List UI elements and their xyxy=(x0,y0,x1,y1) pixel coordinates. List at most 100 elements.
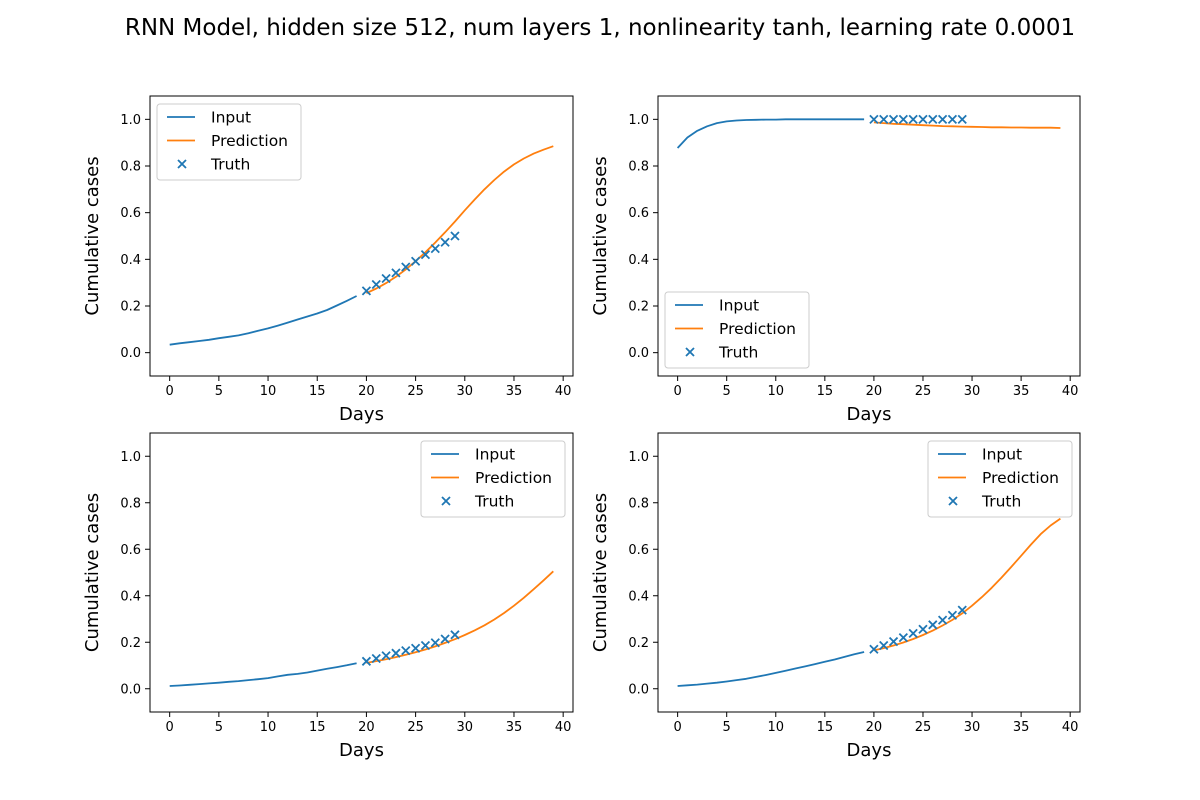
x-tick-label: 30 xyxy=(964,384,981,399)
y-tick-label: 0.8 xyxy=(120,160,141,175)
truth-marker xyxy=(391,268,401,278)
x-tick-label: 25 xyxy=(407,720,424,735)
y-tick-label: 1.0 xyxy=(628,450,649,465)
truth-marker xyxy=(879,114,889,124)
x-tick-label: 10 xyxy=(260,720,277,735)
y-tick-label: 0.2 xyxy=(120,636,141,651)
truth-marker xyxy=(361,656,372,666)
x-tick-label: 25 xyxy=(915,384,932,399)
x-tick-label: 40 xyxy=(555,384,572,399)
y-tick-label: 0.4 xyxy=(120,253,141,268)
input-line xyxy=(677,651,865,687)
truth-marker xyxy=(410,256,421,266)
y-tick-label: 0.0 xyxy=(120,682,141,697)
y-axis-label: Cumulative cases xyxy=(590,156,611,315)
y-axis-label: Cumulative cases xyxy=(590,493,611,652)
y-tick-label: 0.8 xyxy=(120,496,141,511)
truth-marker xyxy=(420,250,431,260)
x-tick-label: 15 xyxy=(309,720,326,735)
subplot-bottom-left: 0 5 10 15 20 25 30 35 40 0.0 0.2 0.4 0.6 0.8 1.0 Days Cu… xyxy=(82,432,574,761)
truth-marker xyxy=(869,114,879,124)
x-tick-label: 0 xyxy=(166,384,174,399)
input-line xyxy=(676,118,865,149)
x-tick-label: 10 xyxy=(260,384,277,399)
prediction-line xyxy=(873,121,1061,129)
truth-marker xyxy=(440,634,450,644)
legend-truth-marker xyxy=(948,496,958,506)
legend: Input Prediction Truth xyxy=(156,103,302,181)
y-tick-label: 0.6 xyxy=(628,206,649,221)
legend-input-label: Input xyxy=(475,446,515,464)
x-tick-label: 40 xyxy=(1062,384,1079,399)
legend-prediction-label: Prediction xyxy=(719,320,796,338)
x-axis-label: Days xyxy=(339,740,384,761)
y-tick-label: 0.4 xyxy=(628,589,649,604)
legend-truth-label: Truth xyxy=(210,156,250,174)
truth-marker xyxy=(937,615,948,625)
x-tick-label: 20 xyxy=(866,720,883,735)
y-tick-label: 0.2 xyxy=(628,300,649,315)
truth-marker xyxy=(957,605,967,615)
x-tick-label: 0 xyxy=(673,384,681,399)
input-line xyxy=(169,295,357,346)
x-tick-label: 0 xyxy=(166,720,174,735)
y-tick-label: 0.2 xyxy=(120,300,141,315)
x-tick-label: 15 xyxy=(309,384,326,399)
truth-marker xyxy=(401,645,411,656)
x-tick-label: 15 xyxy=(817,384,834,399)
legend-truth-label: Truth xyxy=(718,344,758,362)
truth-marker xyxy=(401,262,411,272)
truth-marker xyxy=(879,640,889,651)
y-tick-label: 0.0 xyxy=(120,346,141,361)
truth-marker xyxy=(937,114,948,124)
x-tick-label: 20 xyxy=(358,384,375,399)
y-tick-label: 0.4 xyxy=(628,253,649,268)
truth-marker xyxy=(420,640,431,651)
truth-marker xyxy=(440,237,450,247)
y-tick-label: 0.2 xyxy=(628,636,649,651)
legend-input-label: Input xyxy=(719,297,759,315)
y-tick-label: 0.6 xyxy=(120,206,141,221)
x-tick-label: 30 xyxy=(457,384,474,399)
x-tick-label: 20 xyxy=(358,720,375,735)
axes-frame xyxy=(149,95,574,377)
y-tick-label: 0.6 xyxy=(120,543,141,558)
truth-marker xyxy=(361,286,372,296)
x-tick-label: 5 xyxy=(215,720,223,735)
x-tick-label: 0 xyxy=(673,720,681,735)
truth-marker xyxy=(430,638,440,648)
truth-marker xyxy=(947,610,958,620)
legend-box xyxy=(420,440,566,518)
truth-marker xyxy=(450,231,460,241)
legend-truth-marker xyxy=(441,496,451,506)
x-tick-label: 30 xyxy=(964,720,981,735)
truth-marker xyxy=(371,653,381,664)
y-tick-label: 0.6 xyxy=(628,543,649,558)
x-tick-label: 25 xyxy=(407,384,424,399)
y-axis-label: Cumulative cases xyxy=(82,493,103,652)
truth-marker xyxy=(430,243,440,254)
y-tick-label: 1.0 xyxy=(120,450,141,465)
y-tick-label: 1.0 xyxy=(628,113,649,128)
truth-marker xyxy=(381,651,391,661)
axes-frame xyxy=(657,432,1081,713)
truth-marker xyxy=(869,644,879,654)
y-tick-label: 0.8 xyxy=(628,160,649,175)
legend-prediction-label: Prediction xyxy=(475,469,552,487)
x-tick-label: 35 xyxy=(506,720,523,735)
x-tick-label: 5 xyxy=(215,384,223,399)
legend: Input Prediction Truth xyxy=(664,291,810,369)
subplot-top-right: 0 5 10 15 20 25 30 35 40 0.0 0.2 0.4 0.6 0.8 1.0 Days Cu… xyxy=(590,95,1081,425)
x-tick-label: 10 xyxy=(767,384,784,399)
input-line xyxy=(169,662,357,687)
x-tick-label: 35 xyxy=(1013,720,1030,735)
x-tick-label: 40 xyxy=(555,720,572,735)
truth-marker xyxy=(450,630,460,640)
x-axis-label: Days xyxy=(339,404,384,425)
x-tick-label: 35 xyxy=(1013,384,1030,399)
y-tick-label: 0.0 xyxy=(628,346,649,361)
legend-box xyxy=(927,440,1073,518)
legend-box xyxy=(664,291,810,369)
x-tick-label: 30 xyxy=(457,720,474,735)
x-tick-label: 20 xyxy=(866,384,883,399)
